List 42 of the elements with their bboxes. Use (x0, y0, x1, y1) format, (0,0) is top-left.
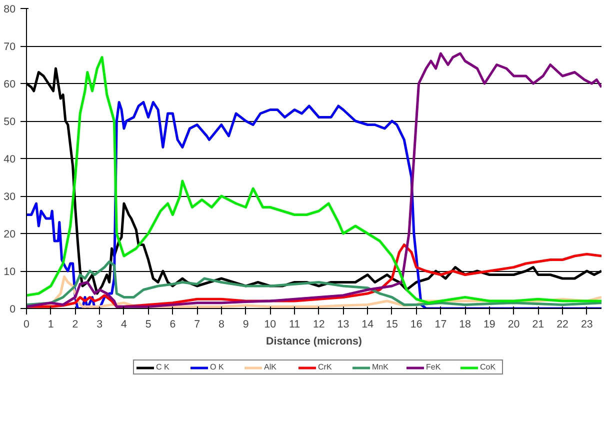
x-tick-label: 16 (410, 318, 422, 330)
y-tick-label: 40 (4, 154, 16, 166)
y-tick-label: 60 (4, 78, 16, 90)
legend-label: C K (156, 362, 170, 372)
x-tick-label: 1 (48, 318, 54, 330)
x-tick-label: 18 (459, 318, 472, 330)
x-tick-label: 20 (508, 318, 520, 330)
x-tick-label: 0 (24, 318, 30, 330)
y-tick-label: 30 (4, 191, 16, 203)
line-series (26, 260, 602, 306)
x-tick-label: 11 (288, 318, 300, 330)
x-tick-label: 10 (264, 318, 276, 330)
x-tick-label: 2 (72, 318, 78, 330)
x-tick-label: 4 (120, 318, 127, 330)
x-tick-label: 13 (337, 318, 350, 330)
x-tick-label: 19 (483, 318, 496, 330)
x-tick-label: 21 (532, 318, 544, 330)
y-tick-label: 50 (4, 116, 16, 128)
y-tick-label: 0 (10, 304, 16, 316)
x-tick-label: 5 (145, 318, 152, 330)
legend-label: CrK (318, 362, 333, 372)
y-tick-label: 70 (4, 41, 16, 53)
legend-label: O K (210, 362, 225, 372)
x-axis-title: Distance (microns) (266, 336, 362, 348)
x-tick-label: 3 (96, 318, 103, 330)
x-tick-label: 14 (362, 318, 374, 330)
x-tick-label: 6 (170, 318, 176, 330)
x-tick-label: 22 (556, 318, 569, 330)
x-tick-label: 7 (194, 318, 200, 330)
legend-label: CoK (480, 362, 497, 372)
x-tick-label: 9 (242, 318, 249, 330)
y-tick-label: 80 (4, 4, 16, 16)
y-tick-label: 10 (4, 266, 16, 278)
legend-label: AlK (264, 362, 278, 372)
x-tick-label: 12 (312, 318, 325, 330)
y-tick-label: 20 (4, 228, 16, 240)
x-tick-label: 23 (580, 318, 593, 330)
x-tick-label: 15 (386, 318, 398, 330)
x-tick-label: 8 (218, 318, 224, 330)
legend-label: FeK (426, 362, 442, 372)
x-tick-label: 17 (434, 318, 447, 330)
legend-label: MnK (372, 362, 390, 372)
